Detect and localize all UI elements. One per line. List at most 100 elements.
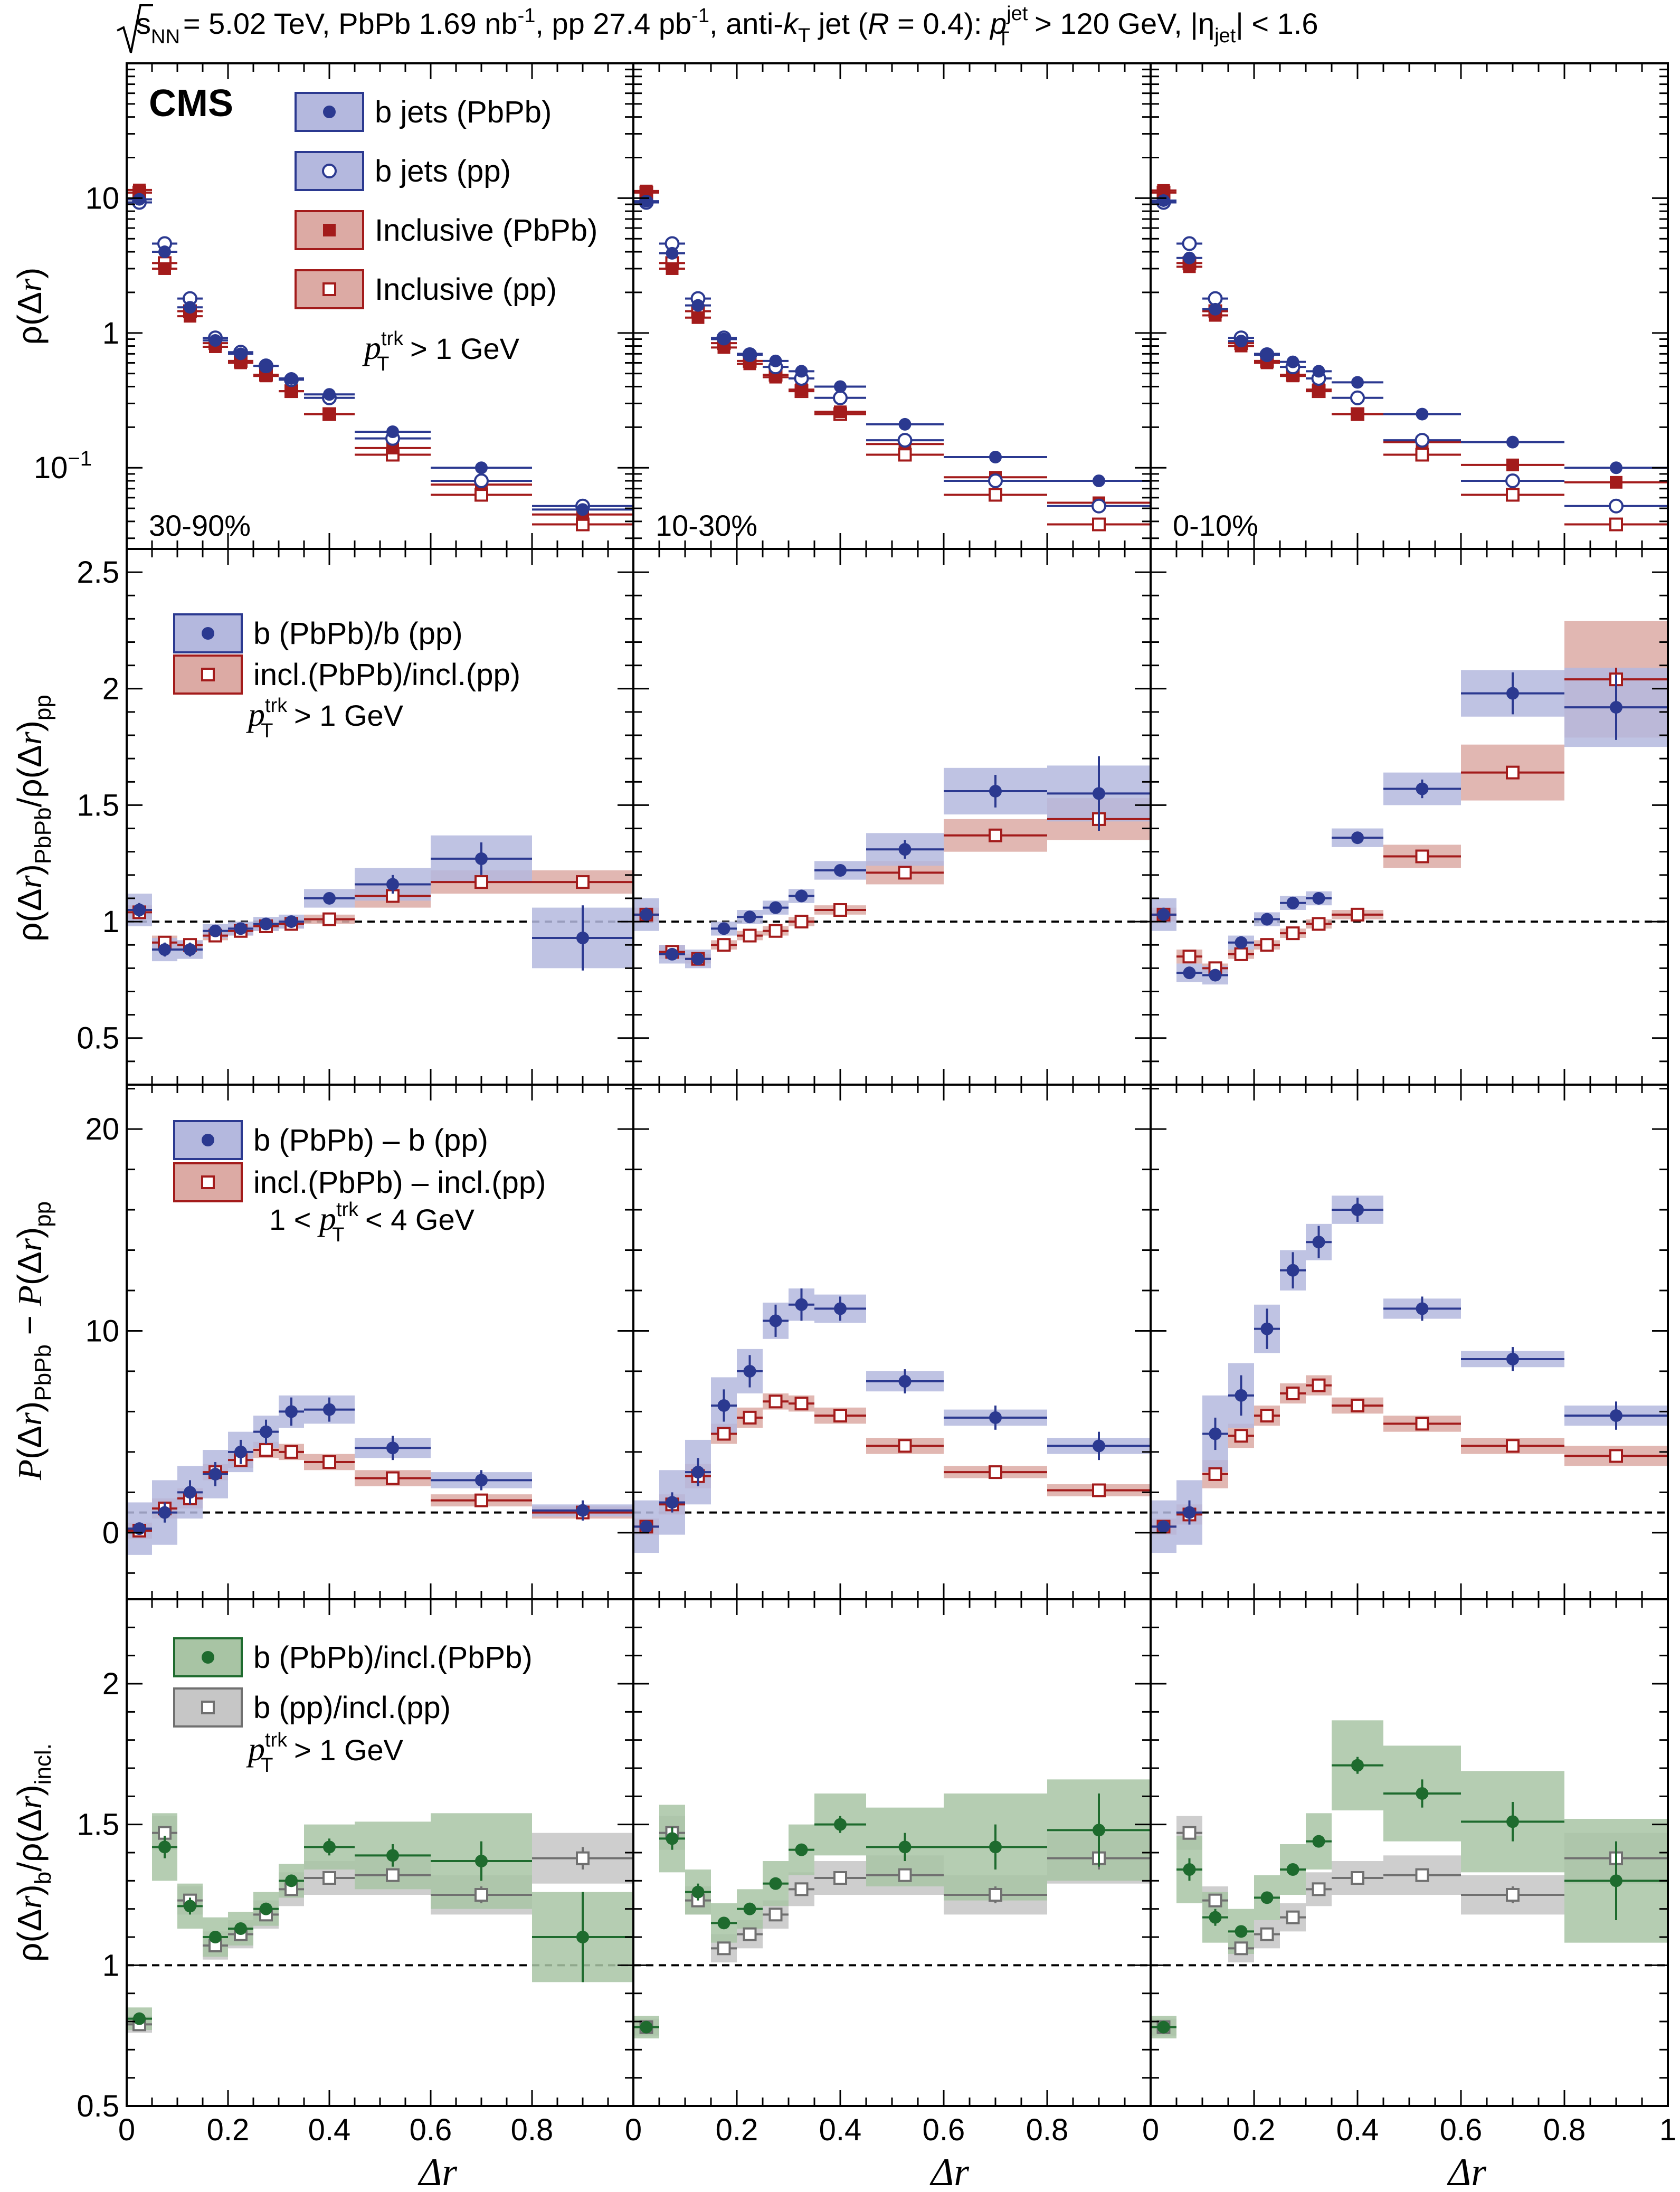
panel-bincl-2 [1150,1598,1669,2107]
data-point [1260,913,1274,926]
legend-bincl: b (PbPb)/incl.(PbPb) b (pp)/incl.(pp) [173,1637,533,1728]
y-label-part: (Δ [11,1426,49,1459]
data-point [717,922,730,935]
data-point [769,901,782,914]
data-point [386,425,399,438]
sqrt-symbol [117,4,153,53]
y-axis-label-rho: ρ(Δr) [11,268,49,345]
panel-data [1151,1195,1668,1553]
data-point [717,1916,730,1930]
x-tick-label: 0.2 [716,2113,758,2147]
data-point [1183,1506,1196,1519]
y-label-part: − [11,1306,49,1344]
y-tick-label-exp: −1 [68,447,92,470]
data-point [768,924,783,938]
data-point [1286,1910,1300,1924]
data-point [1351,1871,1364,1885]
y-tick-label: 1 [102,1948,119,1982]
data-point [1351,376,1364,389]
legend-marker [202,1651,214,1664]
track-cut-diff: 1 < ptrk T < 4 GeV [269,1199,475,1246]
y-axis-label-bincl: ρ(Δr)b/ρ(Δr)incl. [11,1743,56,1962]
data-point [1416,782,1429,795]
data-point [576,931,589,944]
trk-pre: 1 < [269,1203,319,1236]
x-tick-label: 0.4 [1336,2113,1379,2147]
data-point [323,407,336,421]
panel-diff-2 [1150,1084,1669,1600]
data-point [1260,1322,1274,1335]
y-tick-label: 10−1 [34,447,92,485]
x-axis-label: Δr [1447,2151,1487,2192]
y-label-part: ) [11,1884,49,1895]
trk-text: > 1 GeV [286,1733,403,1767]
panel-data [633,1779,1151,2038]
data-point [743,1902,756,1915]
y-label-part: ) [11,720,49,732]
legend-diff: b (PbPb) – b (pp) incl.(PbPb) – incl.(pp) [173,1120,546,1202]
data-point [474,473,489,488]
data-point [234,922,247,935]
data-point [897,433,913,448]
data-point [1093,1439,1105,1453]
data-point [576,1851,590,1865]
data-point [717,1941,731,1956]
data-point [743,910,756,924]
data-point [640,195,653,208]
x-tick-label: 0.6 [923,2113,965,2147]
data-point [1260,1409,1274,1423]
data-point [158,245,171,259]
data-point [743,347,756,360]
data-point [475,1474,488,1487]
panel-data [1151,1720,1668,2038]
trk-text: < 4 GeV [357,1203,474,1236]
data-point [834,380,847,393]
data-point [158,1840,171,1854]
data-point [1183,1863,1196,1876]
data-point [1209,302,1222,316]
trk-sub: T [332,1224,344,1246]
data-point [1182,950,1197,964]
data-point [1182,1826,1197,1840]
data-point [209,1931,222,1943]
trk-p: p [246,1730,265,1768]
data-point [1209,1911,1222,1924]
x-tick-label: 1 [1659,2113,1676,2147]
data-point [1506,1888,1520,1902]
y-tick-labels-diff: 0 10 20 [85,1112,119,1550]
legend-swatch [173,654,243,695]
data-point [743,928,757,943]
y-tick-label: 1 [102,905,119,939]
y-tick-label: 2 [102,1667,119,1701]
data-point [666,1496,679,1509]
data-point [769,1877,782,1890]
data-point [1183,966,1196,980]
data-point [260,917,272,931]
data-point [1609,517,1623,532]
data-point [1234,1941,1248,1956]
legend-marker [323,224,336,236]
data-point [285,372,298,385]
data-point [833,390,848,405]
x-tick-label: 0.8 [511,2113,554,2147]
y-label-part: ρ(Δ [11,888,49,941]
data-point [1312,891,1325,905]
data-point [322,1455,336,1469]
legend-marker [202,1134,214,1146]
data-point [898,866,912,880]
data-point [1093,1824,1105,1837]
x-tick-label: 0.4 [308,2113,351,2147]
data-point [1286,926,1300,941]
panel-ratio-2 [1150,548,1669,1086]
y-label-part: (Δ [11,1251,49,1285]
y-label-part: r [11,1238,49,1251]
data-point [1286,896,1299,909]
data-point [898,1868,912,1882]
data-point [323,388,336,401]
y-axis-label-diff: P(Δr)PbPb − P(Δr)pp [11,1201,56,1481]
data-point [1235,1925,1248,1938]
legend-label: incl.(PbPb) – incl.(pp) [253,1165,546,1200]
data-point [322,912,336,926]
data-point [1312,1378,1326,1392]
data-point [386,1868,400,1882]
